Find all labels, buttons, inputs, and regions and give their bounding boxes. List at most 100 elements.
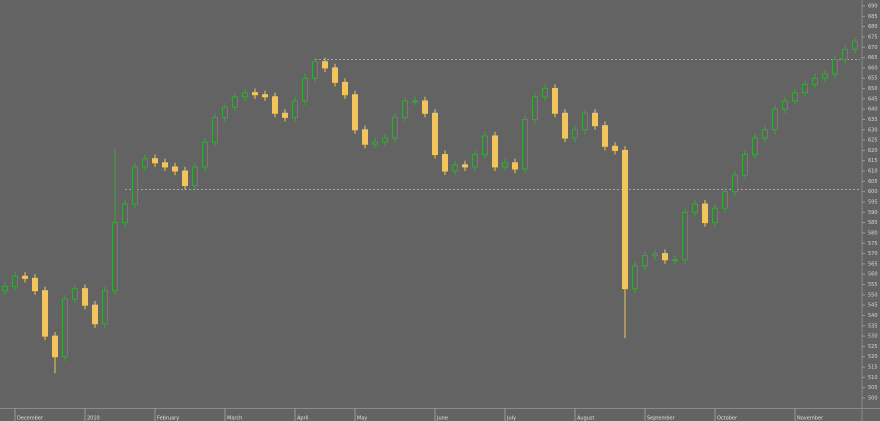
candle-body [32,277,38,292]
x-tick-label: May [357,416,367,421]
candle-body [652,253,658,257]
x-tick-label: March [227,416,242,421]
y-tick-label: 550 [868,292,878,298]
y-tick-label: 580 [868,230,878,236]
y-tick-label: 530 [868,334,878,340]
y-tick-label: 545 [868,303,878,309]
y-tick-label: 595 [868,200,878,206]
candle-body [472,154,478,168]
candle-body [372,141,378,145]
y-tick-label: 675 [868,34,878,40]
candle-body [492,135,498,168]
y-tick-label: 525 [868,344,878,350]
candle-body [642,255,648,267]
candle-body [302,77,308,102]
candle-body [432,112,438,156]
y-tick-label: 685 [868,14,878,20]
candle-body [262,94,268,98]
candle-body [622,149,628,290]
y-tick-label: 630 [868,127,878,133]
candle-body [282,112,288,118]
candle-body [102,290,108,325]
y-tick-label: 520 [868,354,878,360]
y-tick-label: 575 [868,241,878,247]
candle-body [292,100,298,118]
y-tick-label: 590 [868,210,878,216]
candle-body [552,88,558,114]
y-tick-label: 585 [868,220,878,226]
y-tick-label: 535 [868,323,878,329]
y-tick-label: 515 [868,365,878,371]
y-tick-label: 655 [868,76,878,82]
x-tick-label: February [157,416,179,421]
x-tick-label: July [506,416,516,421]
candle-body [82,288,88,306]
candle-body [562,112,568,139]
x-tick-label: April [297,416,308,421]
candle-body [532,96,538,120]
candle-body [632,265,638,290]
candle-body [422,100,428,114]
candle-body [682,211,688,261]
candle-body [702,203,708,224]
candle-body [212,116,218,143]
candle-body [542,88,548,98]
candle-body [12,275,18,288]
candle-body [312,61,318,79]
candle-body [182,170,188,186]
candle-body [732,174,738,193]
candle-body [192,166,198,186]
candle-body [162,162,168,168]
candle-body [62,298,68,358]
y-tick-label: 670 [868,45,878,51]
x-tick-label: December [17,416,44,421]
x-tick-label: August [577,416,595,421]
candle-body [762,129,768,139]
candle-body [242,92,248,98]
candle-body [252,92,258,96]
candle-body [222,106,228,118]
candle-body [412,100,418,103]
candle-body [462,164,468,168]
candle-body [332,67,338,83]
candle-body [92,304,98,325]
candle-body [402,100,408,118]
x-tick-label: September [647,416,676,421]
candle-body [842,48,848,61]
candle-body [792,92,798,102]
candle-body [72,288,78,300]
candle-body [142,158,148,168]
candle-body [132,166,138,205]
candle-body [452,164,458,172]
candle-body [342,81,348,96]
y-tick-label: 625 [868,138,878,144]
candle-body [802,83,808,94]
y-tick-label: 570 [868,251,878,257]
candle-body [662,253,668,261]
candle-body [512,162,518,170]
candle-body [582,112,588,131]
candle-body [392,116,398,139]
candle-body [752,137,758,156]
candle-body [612,145,618,151]
candle-body [272,96,278,114]
candle-body [172,166,178,172]
y-tick-label: 510 [868,375,878,381]
plot-area [0,0,862,408]
y-tick-label: 680 [868,24,878,30]
candle-body [122,203,128,224]
candle-body [442,154,448,172]
y-tick-label: 605 [868,179,878,185]
candle-body [362,129,368,145]
y-tick-label: 565 [868,261,878,267]
x-tick-label: October [717,416,738,421]
candle-body [232,96,238,108]
y-tick-label: 660 [868,65,878,71]
y-tick-label: 555 [868,282,878,288]
candle-body [572,129,578,139]
candle-body [352,94,358,131]
y-tick-label: 600 [868,189,878,195]
candle-body [382,137,388,143]
